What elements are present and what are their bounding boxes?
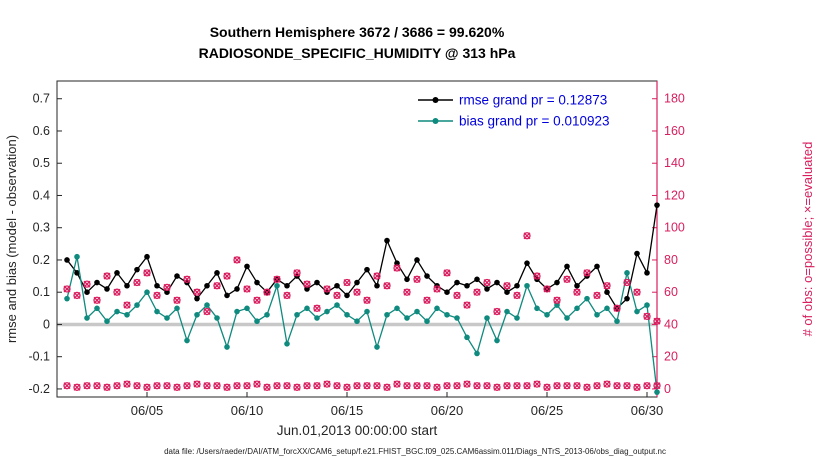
svg-text:0: 0 [664, 382, 671, 396]
legend: rmse grand pr = 0.12873 bias grand pr = 0… [418, 93, 610, 129]
svg-text:180: 180 [664, 92, 685, 106]
x-axis-label: Jun.01,2013 00:00:00 start [277, 423, 438, 438]
left-axis: -0.2 -0.1 0 0.1 0.2 0.3 0.4 0.5 0.6 0.7 [28, 92, 62, 396]
svg-text:0.3: 0.3 [33, 221, 50, 235]
title-block: Southern Hemisphere 3672 / 3686 = 99.620… [57, 22, 657, 64]
svg-text:140: 140 [664, 156, 685, 170]
svg-text:0.5: 0.5 [33, 156, 50, 170]
svg-text:0.1: 0.1 [33, 285, 50, 299]
svg-text:80: 80 [664, 253, 678, 267]
svg-text:-0.1: -0.1 [28, 350, 50, 364]
chart-subtitle: RADIOSONDE_SPECIFIC_HUMIDITY @ 313 hPa [198, 45, 516, 61]
svg-text:0.7: 0.7 [33, 92, 50, 106]
svg-text:40: 40 [664, 317, 678, 331]
svg-text:20: 20 [664, 350, 678, 364]
svg-text:06/15: 06/15 [331, 403, 364, 418]
obs-count-possible-evaluated-series [63, 232, 661, 325]
svg-text:06/20: 06/20 [431, 403, 464, 418]
svg-text:60: 60 [664, 285, 678, 299]
chart-title: Southern Hemisphere 3672 / 3686 = 99.620… [209, 24, 505, 40]
legend-label-rmse: rmse grand pr = 0.12873 [459, 93, 607, 108]
svg-text:06/10: 06/10 [231, 403, 264, 418]
svg-text:100: 100 [664, 221, 685, 235]
svg-text:06/25: 06/25 [531, 403, 564, 418]
obs-count-bottom-row-series [63, 380, 661, 391]
svg-text:-0.2: -0.2 [28, 382, 50, 396]
right-axis-label: # of obs: o=possible; ×=evaluated [800, 142, 815, 337]
legend-label-bias: bias grand pr = 0.010923 [459, 114, 610, 129]
x-axis: 06/05 06/10 06/15 06/20 06/25 06/30 [131, 392, 664, 418]
svg-text:06/30: 06/30 [631, 403, 664, 418]
svg-text:0.2: 0.2 [33, 253, 50, 267]
left-axis-label: rmse and bias (model - observation) [4, 135, 19, 343]
svg-text:0: 0 [43, 317, 50, 331]
svg-text:0.6: 0.6 [33, 124, 50, 138]
svg-text:160: 160 [664, 124, 685, 138]
svg-text:0.4: 0.4 [33, 188, 50, 202]
svg-text:120: 120 [664, 188, 685, 202]
right-axis: 0 20 40 60 80 100 120 140 160 180 [652, 92, 685, 396]
svg-text:06/05: 06/05 [131, 403, 164, 418]
bias-series [64, 253, 660, 395]
data-file-caption: data file: /Users/raeder/DAI/ATM_forcXX/… [164, 447, 666, 456]
